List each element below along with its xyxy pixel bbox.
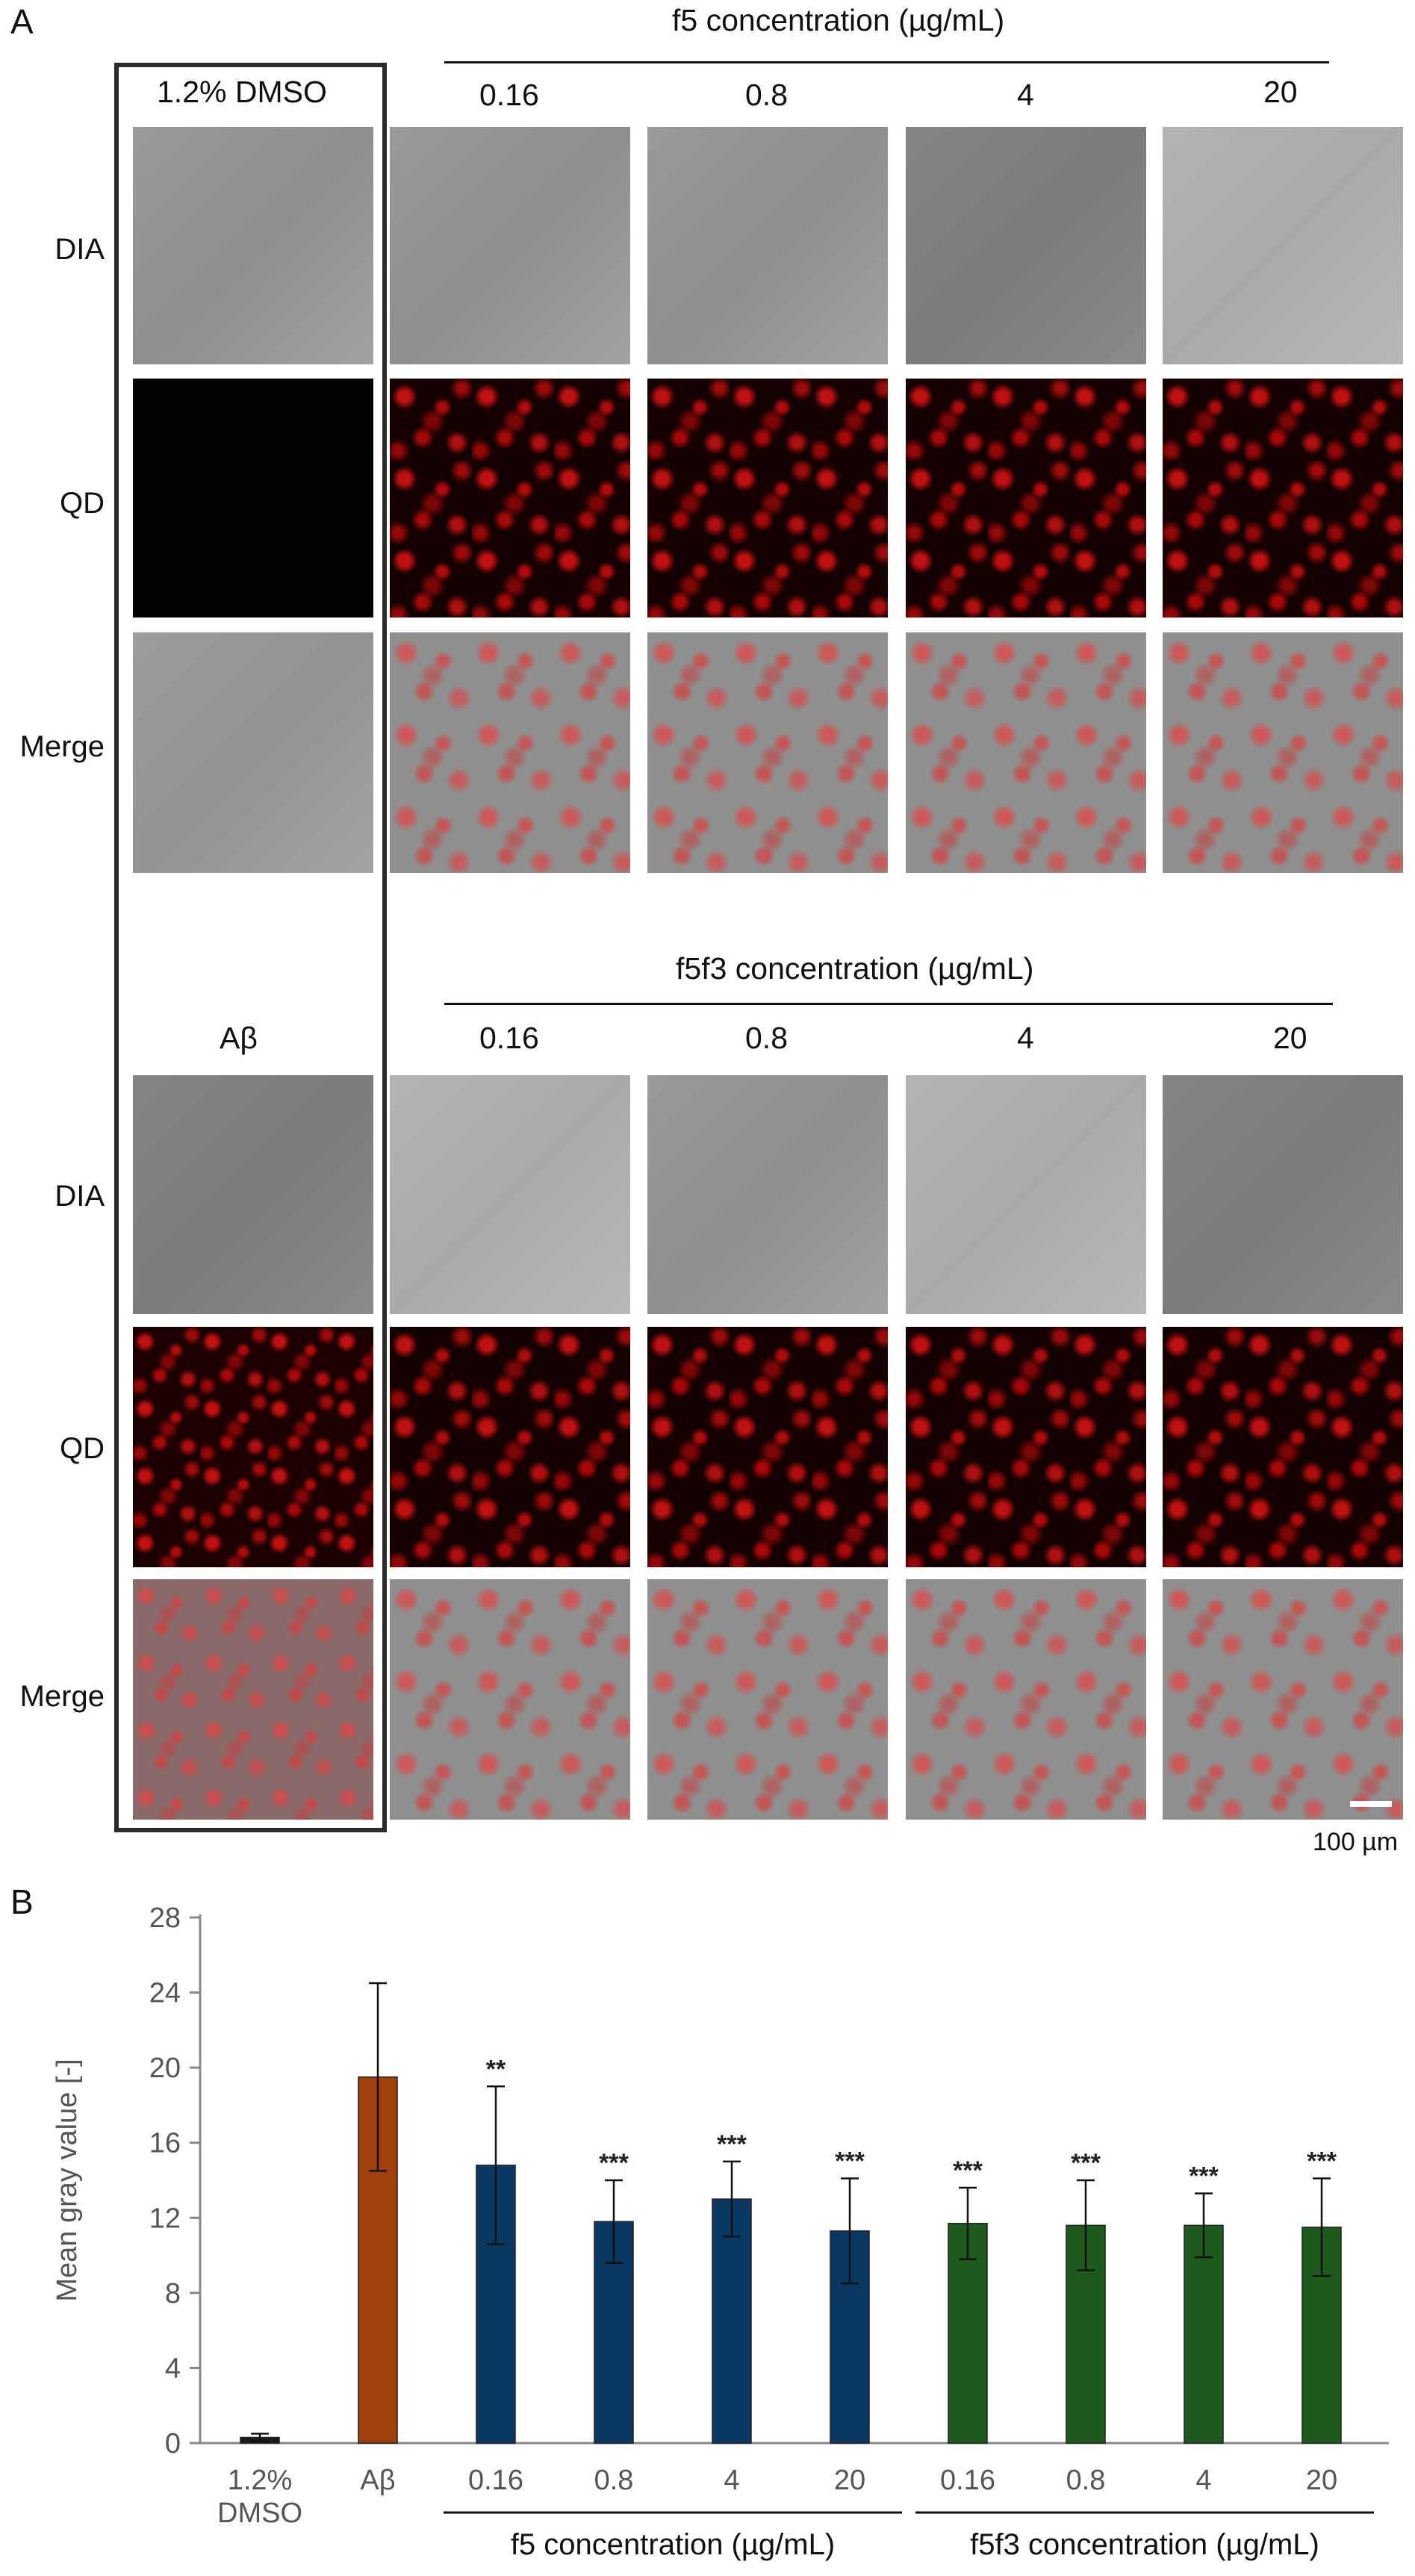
significance-label-9: *** xyxy=(1307,2147,1337,2175)
significance-label-5: *** xyxy=(835,2147,865,2175)
tile-top-dia-2 xyxy=(647,127,888,364)
tile-top-qd-4 xyxy=(1163,379,1403,617)
scale-bar-label: 100 µm xyxy=(1313,1828,1399,1856)
bottom-control-label: Aβ xyxy=(220,1021,258,1055)
x-tick-label-1: Aβ xyxy=(360,2465,395,2496)
tile-top-qd-control xyxy=(133,379,373,617)
tile-top-qd-1 xyxy=(390,379,630,617)
top-control-label: 1.2% DMSO xyxy=(157,75,327,109)
tile-top-merge-1 xyxy=(390,632,630,873)
x-axis-tick-labels: 1.2% DMSO Aβ 0.16 0.8 4 20 0.16 0.8 4 20 xyxy=(217,2465,1337,2529)
tile-bottom-merge-control xyxy=(133,1579,373,1820)
tile-bottom-dia-2 xyxy=(647,1075,888,1314)
tile-top-dia-control xyxy=(133,127,373,364)
y-tick-label-6: 24 xyxy=(149,1978,181,2009)
x-tick-label-7: 0.8 xyxy=(1066,2465,1106,2496)
y-tick-label-4: 16 xyxy=(149,2128,181,2159)
y-axis-label: Mean gray value [-] xyxy=(52,2059,83,2301)
significance-label-2: ** xyxy=(486,2055,506,2083)
bar-4 xyxy=(712,2198,752,2444)
tile-bottom-merge-3 xyxy=(906,1579,1146,1820)
y-axis-ticks: 0 4 8 12 16 20 24 28 xyxy=(149,1903,200,2460)
bottom-row-label-merge: Merge xyxy=(19,1680,105,1713)
bottom-concentration-header: f5f3 concentration (µg/mL) xyxy=(676,951,1034,986)
tile-bottom-dia-1 xyxy=(390,1075,630,1314)
y-tick-label-7: 28 xyxy=(149,1903,181,1934)
control-column-frame xyxy=(114,63,387,1832)
y-tick-label-2: 8 xyxy=(165,2278,181,2309)
tile-top-dia-1 xyxy=(390,127,630,364)
bottom-col-label-1: 0.16 xyxy=(479,1021,539,1055)
tile-top-merge-control xyxy=(133,632,373,873)
significance-label-8: *** xyxy=(1189,2162,1219,2191)
top-col-label-2: 0.8 xyxy=(745,78,788,112)
tile-bottom-qd-4 xyxy=(1163,1327,1403,1567)
tile-top-merge-2 xyxy=(647,632,888,873)
tile-top-qd-3 xyxy=(906,379,1146,617)
y-tick-label-3: 12 xyxy=(149,2203,181,2234)
tile-bottom-dia-4 xyxy=(1163,1075,1403,1314)
bottom-col-label-4: 20 xyxy=(1273,1021,1307,1055)
bars: *********** *** *** ****** xyxy=(240,1982,1342,2444)
x-tick-label-3: 0.8 xyxy=(594,2465,634,2496)
significance-label-6: *** xyxy=(953,2156,983,2185)
bottom-row-label-dia: DIA xyxy=(55,1180,105,1213)
top-row-label-merge: Merge xyxy=(19,730,105,763)
x-tick-label-2: 0.16 xyxy=(468,2465,523,2496)
x-tick-label-9: 20 xyxy=(1306,2465,1337,2496)
tile-bottom-merge-1 xyxy=(390,1579,630,1820)
tile-bottom-qd-1 xyxy=(390,1327,630,1567)
tile-bottom-merge-2 xyxy=(647,1579,888,1820)
x-tick-label-5: 20 xyxy=(834,2465,865,2496)
tile-top-qd-2 xyxy=(647,379,888,617)
tile-top-dia-4 xyxy=(1163,127,1403,364)
bottom-row-label-qd: QD xyxy=(60,1432,105,1465)
significance-label-3: *** xyxy=(599,2149,629,2177)
top-concentration-header: f5 concentration (µg/mL) xyxy=(672,3,1005,37)
tile-bottom-dia-3 xyxy=(906,1075,1146,1314)
panel-b-letter: B xyxy=(10,1882,34,1921)
tile-top-merge-4 xyxy=(1163,632,1403,873)
f5-group-label: f5 concentration (µg/mL) xyxy=(511,2528,835,2561)
bottom-col-label-3: 4 xyxy=(1017,1021,1034,1055)
significance-label-4: *** xyxy=(717,2130,747,2159)
x-tick-label-8: 4 xyxy=(1195,2465,1211,2496)
top-row-label-qd: QD xyxy=(60,487,105,520)
top-col-label-4: 20 xyxy=(1263,75,1298,109)
f5f3-group-label: f5f3 concentration (µg/mL) xyxy=(970,2528,1319,2561)
top-col-label-3: 4 xyxy=(1017,78,1034,112)
top-row-label-dia: DIA xyxy=(55,233,105,266)
bar-6 xyxy=(948,2223,988,2444)
bottom-col-label-2: 0.8 xyxy=(745,1021,788,1055)
tile-top-merge-3 xyxy=(906,632,1146,873)
tile-top-dia-3 xyxy=(906,127,1146,364)
bottom-header-underline xyxy=(444,1003,1333,1005)
top-col-label-1: 0.16 xyxy=(479,78,539,112)
x-tick-label-4: 4 xyxy=(724,2465,739,2496)
y-tick-label-1: 4 xyxy=(165,2353,181,2384)
tile-bottom-qd-2 xyxy=(647,1327,888,1567)
panel-a-letter: A xyxy=(10,2,34,41)
y-tick-label-5: 20 xyxy=(149,2053,181,2084)
scale-bar xyxy=(1350,1801,1392,1807)
tile-bottom-merge-4 xyxy=(1163,1579,1403,1820)
tile-bottom-dia-control xyxy=(133,1075,373,1314)
significance-label-7: *** xyxy=(1071,2149,1101,2177)
tile-bottom-qd-control xyxy=(133,1327,373,1567)
tile-bottom-qd-3 xyxy=(906,1327,1146,1567)
x-tick-label-6: 0.16 xyxy=(940,2465,995,2496)
top-header-underline xyxy=(444,61,1329,63)
x-tick-label-0: 1.2% DMSO xyxy=(217,2465,302,2529)
y-tick-label-0: 0 xyxy=(165,2428,181,2460)
